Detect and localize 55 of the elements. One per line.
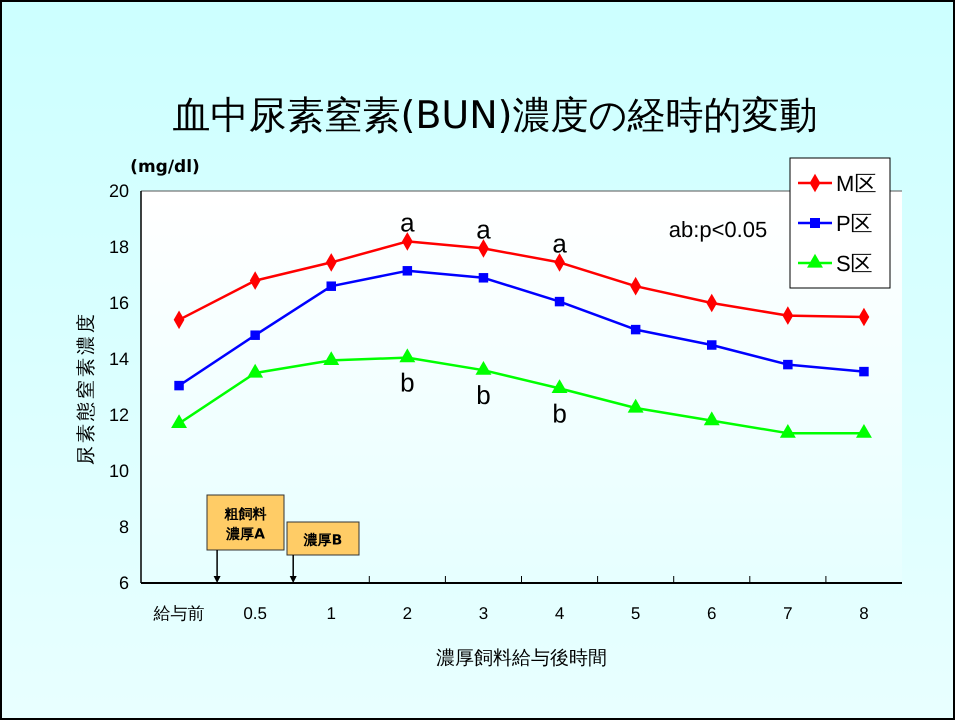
y-tick-label: 18 bbox=[108, 236, 129, 257]
point bbox=[554, 296, 564, 306]
point bbox=[326, 281, 336, 291]
point bbox=[475, 361, 492, 375]
y2-axis-title: (mg/dl) bbox=[130, 157, 200, 177]
annotation: b bbox=[552, 398, 567, 428]
x-tick-label: 1 bbox=[326, 604, 336, 624]
annotation: ab:p<0.05 bbox=[668, 217, 768, 242]
x-axis-title: 濃厚飼料給与後時間 bbox=[436, 647, 607, 669]
point bbox=[402, 266, 412, 276]
chart-title: 血中尿素窒素(BUN)濃度の経時的変動 bbox=[172, 93, 818, 137]
point bbox=[174, 380, 184, 390]
point bbox=[704, 411, 720, 426]
annotation: 濃厚B bbox=[302, 532, 342, 548]
y-tick-label: 8 bbox=[118, 516, 129, 537]
annotation: 粗飼料 bbox=[224, 506, 266, 522]
legend-label: S区 bbox=[836, 251, 873, 276]
y-tick-label: 20 bbox=[108, 180, 129, 201]
annotation: a bbox=[552, 228, 568, 258]
y-tick-label: 12 bbox=[108, 404, 129, 425]
annotation: 濃厚A bbox=[225, 526, 266, 542]
point bbox=[399, 348, 416, 362]
x-tick-label: 6 bbox=[707, 604, 716, 624]
point bbox=[552, 379, 568, 393]
annotation: a bbox=[476, 214, 492, 244]
point bbox=[478, 273, 488, 283]
x-tick-label: 5 bbox=[630, 604, 640, 624]
point bbox=[783, 360, 793, 370]
y-tick-label: 6 bbox=[118, 572, 129, 593]
point bbox=[707, 340, 716, 350]
point bbox=[171, 414, 188, 428]
annotation: b bbox=[476, 380, 491, 410]
point bbox=[859, 366, 869, 376]
x-tick-label: 給与前 bbox=[152, 604, 205, 624]
annotation: a bbox=[400, 207, 416, 238]
x-tick-label: 0.5 bbox=[243, 604, 267, 624]
y-tick-label: 14 bbox=[108, 348, 129, 369]
x-tick-label: 4 bbox=[554, 604, 564, 624]
x-tick-label: 8 bbox=[859, 604, 869, 624]
legend-label: P区 bbox=[836, 211, 873, 236]
annotation: b bbox=[400, 368, 415, 398]
point bbox=[250, 330, 260, 340]
x-tick-label: 7 bbox=[783, 604, 793, 624]
point bbox=[323, 351, 340, 365]
point bbox=[856, 424, 872, 438]
x-tick-label: 3 bbox=[478, 604, 488, 624]
legend-label: M区 bbox=[836, 171, 876, 196]
y-tick-label: 16 bbox=[108, 292, 129, 313]
y-tick-label: 10 bbox=[108, 460, 129, 481]
point bbox=[247, 364, 264, 378]
point bbox=[780, 424, 796, 438]
y-axis-title: 尿素態窒素濃度 bbox=[75, 311, 97, 465]
point bbox=[630, 324, 640, 334]
x-tick-label: 2 bbox=[402, 604, 412, 624]
point bbox=[628, 398, 644, 413]
